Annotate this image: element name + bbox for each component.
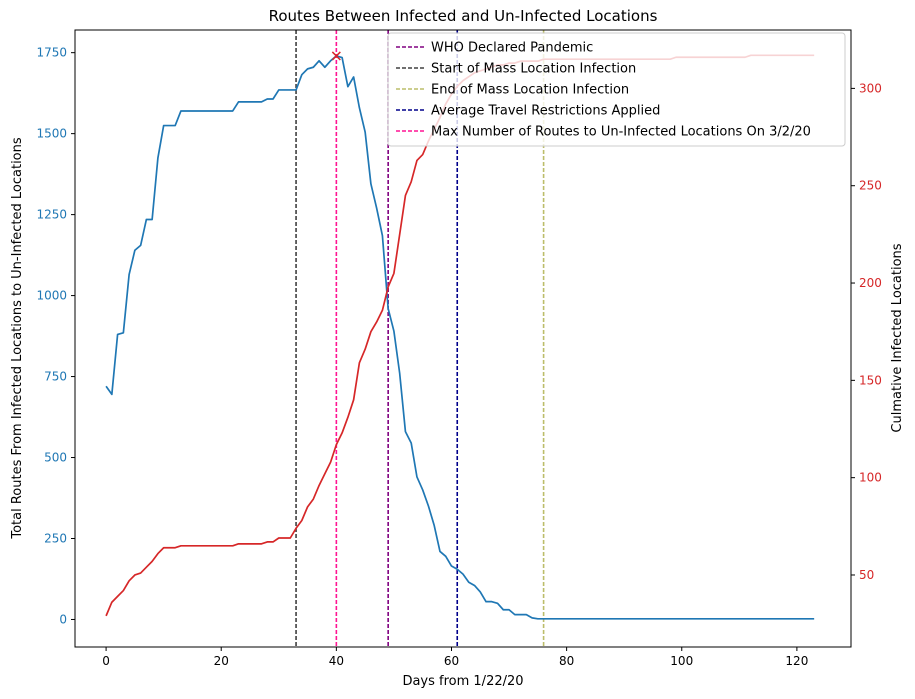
y-left-tick-label: 1750 bbox=[36, 46, 67, 60]
axes: 0 20 40 60 80 100 120 0 250 500 750 1000 1250 1500 175… bbox=[36, 29, 882, 668]
y-right-tick-label: 150 bbox=[859, 373, 882, 387]
max-marker-stroke bbox=[331, 51, 341, 61]
y-left-tick-label: 500 bbox=[44, 451, 67, 465]
y-axis-label-right: Culmative Infected Locations bbox=[890, 243, 905, 432]
legend: WHO Declared Pandemic Start of Mass Locat… bbox=[387, 32, 846, 147]
legend-label: Average Travel Restrictions Applied bbox=[431, 104, 660, 119]
x-tick-label: 80 bbox=[559, 654, 574, 668]
y-right-tick-label: 300 bbox=[859, 81, 882, 95]
chart-title: Routes Between Infected and Un-Infected … bbox=[269, 7, 658, 25]
x-tick-label: 60 bbox=[444, 654, 459, 668]
x-tick-label: 40 bbox=[329, 654, 344, 668]
y-left-tick-label: 750 bbox=[44, 370, 67, 384]
y-left-tick-label: 1250 bbox=[36, 208, 67, 222]
legend-box bbox=[387, 32, 846, 147]
y-left-tick-label: 1500 bbox=[36, 127, 67, 141]
series-line-left bbox=[105, 55, 815, 620]
x-tick-label: 20 bbox=[214, 654, 229, 668]
y-axis-label-left: Total Routes From Infected Locations to … bbox=[10, 137, 25, 540]
max-marker bbox=[331, 51, 341, 61]
x-tick-label: 120 bbox=[785, 654, 808, 668]
legend-label: End of Mass Location Infection bbox=[431, 83, 629, 98]
plot-frame bbox=[74, 29, 852, 648]
y-right-tick-label: 250 bbox=[859, 179, 882, 193]
y-right-tick-label: 200 bbox=[859, 276, 882, 290]
legend-label: Max Number of Routes to Un-Infected Loca… bbox=[431, 125, 811, 140]
y-left-tick-label: 1000 bbox=[36, 289, 67, 303]
y-right-tick-label: 50 bbox=[859, 568, 874, 582]
y-left-tick-label: 0 bbox=[59, 612, 67, 626]
x-tick-label: 100 bbox=[670, 654, 693, 668]
legend-label: WHO Declared Pandemic bbox=[431, 41, 593, 56]
y-right-tick-label: 100 bbox=[859, 471, 882, 485]
x-axis-label: Days from 1/22/20 bbox=[402, 674, 523, 689]
max-marker-layer bbox=[331, 51, 341, 61]
x-tick-label: 0 bbox=[102, 654, 110, 668]
legend-label: Start of Mass Location Infection bbox=[431, 62, 636, 77]
y-left-tick-label: 250 bbox=[44, 531, 67, 545]
